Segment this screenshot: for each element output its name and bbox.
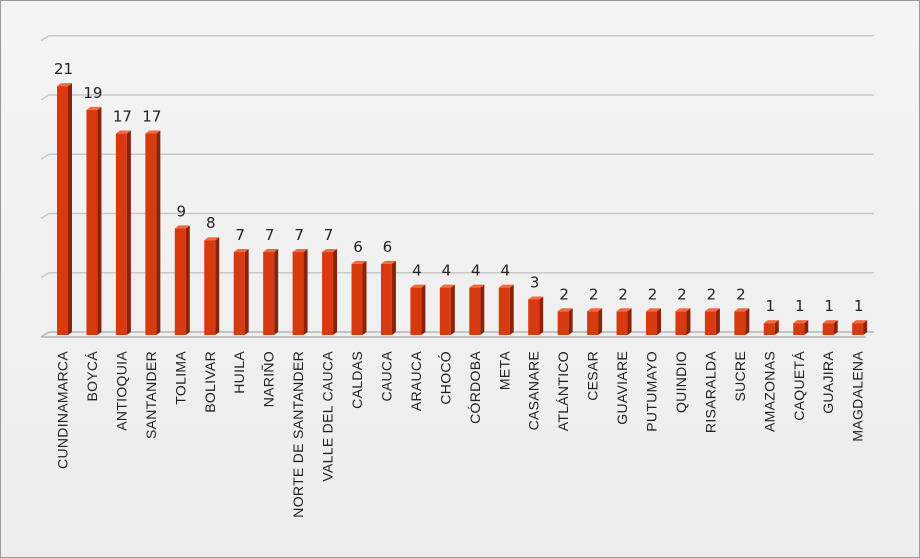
data-label: 4 bbox=[442, 262, 452, 280]
data-label: 7 bbox=[265, 226, 275, 244]
data-label: 6 bbox=[383, 238, 393, 256]
bar bbox=[557, 308, 573, 335]
bar bbox=[86, 106, 102, 335]
data-label: 8 bbox=[206, 214, 216, 232]
tick-label: CAQUETÁ bbox=[791, 351, 807, 421]
data-label: 7 bbox=[235, 226, 245, 244]
data-label: 2 bbox=[618, 285, 628, 303]
data-label: 19 bbox=[83, 84, 102, 102]
tick-label: VALLE DEL CAUCA bbox=[320, 351, 336, 482]
bar bbox=[439, 284, 455, 335]
data-label: 2 bbox=[648, 285, 658, 303]
tick-label: CUNDINAMARCA bbox=[55, 351, 71, 469]
tick-label: BOLIVAR bbox=[202, 351, 218, 413]
bar bbox=[704, 308, 720, 335]
bar bbox=[763, 320, 779, 335]
bar bbox=[822, 320, 838, 335]
bar bbox=[734, 308, 750, 335]
data-label: 2 bbox=[736, 285, 746, 303]
gridline-side bbox=[40, 153, 50, 160]
data-label: 2 bbox=[559, 285, 569, 303]
data-label: 7 bbox=[294, 226, 304, 244]
data-label: 2 bbox=[589, 285, 599, 303]
bar bbox=[528, 296, 544, 335]
category-labels: CUNDINAMARCA BOYCÁ ANTIOQUIA SANTANDER TOLIM… bbox=[55, 351, 866, 518]
data-label: 4 bbox=[500, 262, 510, 280]
tick-label: ARAUCA bbox=[408, 351, 424, 412]
tick-label: META bbox=[496, 351, 512, 390]
bar bbox=[616, 308, 632, 335]
data-label: 2 bbox=[707, 285, 717, 303]
bar bbox=[145, 130, 161, 335]
gridline-side bbox=[40, 272, 50, 279]
bar bbox=[498, 284, 514, 335]
bar bbox=[351, 260, 367, 335]
bar bbox=[587, 308, 603, 335]
tick-label: AMAZONAS bbox=[761, 351, 777, 432]
bar bbox=[675, 308, 691, 335]
data-label: 9 bbox=[177, 202, 187, 220]
bar bbox=[174, 225, 190, 335]
tick-label: ANTIOQUIA bbox=[113, 351, 129, 431]
bar bbox=[57, 83, 72, 336]
bar bbox=[233, 249, 249, 335]
data-label: 2 bbox=[677, 285, 687, 303]
tick-label: ATLÁNTICO bbox=[555, 351, 571, 431]
tick-label: CALDAS bbox=[349, 351, 365, 409]
tick-label: NORTE DE SANTANDER bbox=[290, 351, 306, 518]
bar bbox=[410, 284, 426, 335]
bar bbox=[646, 308, 661, 335]
bar bbox=[469, 284, 485, 335]
data-label: 21 bbox=[54, 60, 73, 78]
gridline-side bbox=[40, 35, 50, 42]
bar bbox=[322, 249, 338, 335]
data-label: 6 bbox=[353, 238, 363, 256]
tick-label: CASANARE bbox=[526, 351, 542, 430]
bar bbox=[204, 237, 220, 335]
data-label: 4 bbox=[412, 262, 422, 280]
tick-label: CAUCA bbox=[378, 351, 394, 402]
data-label: 1 bbox=[854, 297, 864, 315]
tick-label: BOYCÁ bbox=[84, 351, 100, 402]
data-label: 1 bbox=[766, 297, 776, 315]
tick-label: SANTANDER bbox=[143, 351, 159, 439]
tick-label: CÓRDOBA bbox=[467, 351, 483, 424]
tick-label: TOLIMA bbox=[172, 351, 188, 405]
data-label: 3 bbox=[530, 273, 540, 291]
bar bbox=[793, 320, 809, 335]
tick-label: QUINDIO bbox=[673, 351, 689, 413]
tick-label: PUTUMAYO bbox=[644, 351, 660, 432]
tick-label: NARIÑO bbox=[261, 351, 277, 407]
gridline-side bbox=[40, 212, 50, 220]
bar bbox=[292, 249, 308, 335]
data-label: 17 bbox=[142, 108, 161, 126]
baseline-side bbox=[40, 331, 50, 338]
tick-label: RISARALDA bbox=[702, 351, 718, 433]
gridlines bbox=[40, 35, 874, 338]
tick-label: CHOCÓ bbox=[437, 351, 453, 405]
bar bbox=[263, 249, 279, 335]
tick-label: CESAR bbox=[585, 351, 601, 401]
bar bbox=[380, 260, 396, 335]
bar bbox=[852, 320, 868, 335]
data-label: 17 bbox=[113, 108, 132, 126]
bar bbox=[115, 130, 131, 335]
tick-label: MAGDALENA bbox=[850, 351, 866, 442]
tick-label: GUAVIARE bbox=[614, 351, 630, 425]
gridline-side bbox=[40, 94, 50, 101]
data-label: 1 bbox=[824, 297, 834, 315]
tick-label: GUAJIRA bbox=[820, 351, 836, 414]
tick-label: HUILA bbox=[231, 351, 247, 394]
data-label: 7 bbox=[324, 226, 334, 244]
data-label: 1 bbox=[795, 297, 805, 315]
tick-label: SUCRE bbox=[732, 351, 748, 402]
data-label: 4 bbox=[471, 262, 481, 280]
bars bbox=[57, 83, 868, 336]
